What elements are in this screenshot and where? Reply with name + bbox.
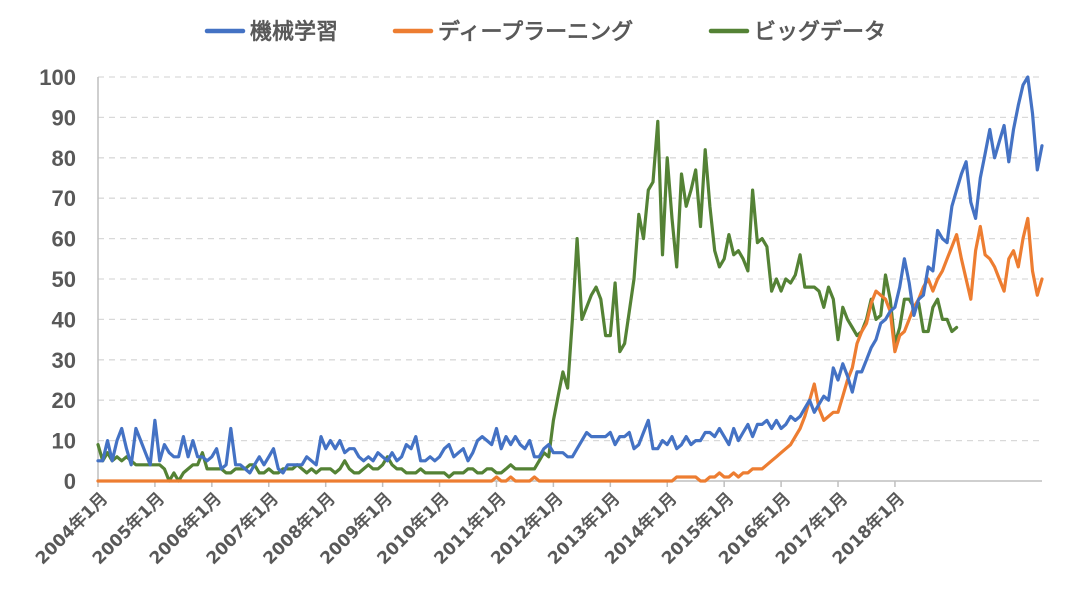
y-tick-label-40: 40 (52, 307, 76, 332)
x-tick-labels: 2004年1月2005年1月2006年1月2007年1月2008年1月2009年… (31, 488, 909, 569)
legend-label-1: ディープラーニング (438, 19, 633, 45)
legend-label-0: 機械学習 (250, 19, 338, 45)
series-line-1 (96, 216, 1044, 483)
y-tick-label-80: 80 (52, 146, 76, 171)
y-tick-label-70: 70 (52, 186, 76, 211)
y-tick-label-60: 60 (52, 227, 76, 252)
y-tick-label-100: 100 (39, 65, 76, 90)
series-line-0 (96, 75, 1044, 475)
gridlines (98, 76, 1042, 442)
series-line-2 (96, 119, 959, 483)
y-tick-label-50: 50 (52, 267, 76, 292)
y-tick-labels: 0 10 20 30 40 50 60 70 80 90 100 (39, 65, 76, 494)
chart-legend: 機械学習 ディープラーニング ビッグデータ (204, 19, 886, 45)
legend-label-2: ビッグデータ (754, 19, 886, 45)
y-tick-label-30: 30 (52, 348, 76, 373)
series-lines (96, 75, 1044, 483)
y-tick-label-20: 20 (52, 388, 76, 413)
y-tick-label-0: 0 (64, 469, 76, 494)
y-tick-label-10: 10 (52, 429, 76, 454)
y-tick-label-90: 90 (52, 105, 76, 130)
